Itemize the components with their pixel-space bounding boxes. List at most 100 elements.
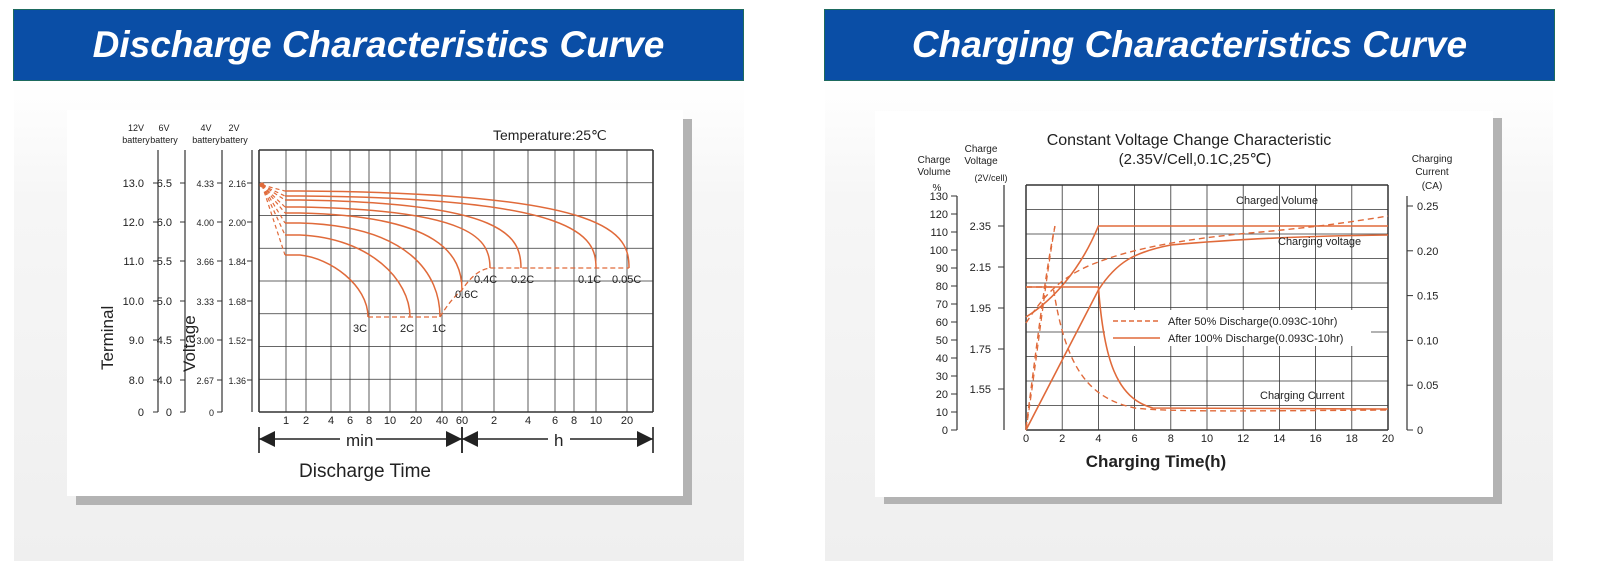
discharge-voltage-tick-label: 4.00 <box>196 218 214 228</box>
charging-volume-tick-label: 20 <box>936 389 948 401</box>
discharge-xtick-label: 4 <box>525 415 531 427</box>
discharge-curve-start-dash <box>261 184 286 201</box>
charging-volume-tick-label: 40 <box>936 353 948 365</box>
discharge-xtick-label: 2 <box>303 415 309 427</box>
discharge-curve-start-dash <box>261 184 286 208</box>
discharge-xtick-label: 20 <box>410 415 422 427</box>
charging-current-tick-label: 0 <box>1417 425 1423 437</box>
discharge-span-arrowhead <box>637 431 653 447</box>
discharge-voltage-tick-label: 10.0 <box>123 296 144 308</box>
discharge-curve-start-dash <box>261 184 286 197</box>
discharge-voltage-tick-label: 0 <box>209 408 214 418</box>
charging-current-tick-label: 0.25 <box>1417 201 1438 213</box>
charging-xtick-label: 2 <box>1059 433 1065 445</box>
charging-volume-tick-label: 120 <box>930 209 948 221</box>
ylabel-terminal: Terminal <box>98 306 117 370</box>
discharge-xtick-label: 4 <box>328 415 334 427</box>
label-charged-volume: Charged Volume <box>1236 195 1318 207</box>
discharge-voltage-tick-label: 6.0 <box>157 217 172 229</box>
discharge-axis-header: 6V <box>158 123 169 133</box>
charging-xtick-label: 10 <box>1201 433 1213 445</box>
discharge-xtick-label: 2 <box>491 415 497 427</box>
discharge-curve-0.6C <box>285 212 463 291</box>
charging-xtick-label: 12 <box>1237 433 1249 445</box>
discharge-voltage-tick-label: 2.16 <box>228 179 246 189</box>
charging-current-solid <box>1026 286 1389 410</box>
discharge-x-axis: 1 2 4 6 8 10 20 40 60 2 4 6 8 10 20 <box>258 415 654 453</box>
charging-voltage-solid <box>1025 225 1388 318</box>
charging-volume-tick-label: 80 <box>936 281 948 293</box>
charged-volume-dashed <box>1025 215 1389 324</box>
charging-xlabel: Charging Time(h) <box>1086 452 1226 471</box>
discharge-xtick-label: 40 <box>436 415 448 427</box>
charging-volume-tick-label: 10 <box>936 407 948 419</box>
discharge-span-arrowhead <box>446 431 462 447</box>
cur-axis-title-2: Current <box>1415 167 1449 178</box>
discharge-voltage-tick-label: 12.0 <box>123 217 144 229</box>
charging-xtick-label: 14 <box>1273 433 1285 445</box>
discharge-voltage-tick-label: 5.5 <box>157 256 172 268</box>
charging-banner-title: Charging Characteristics Curve <box>824 9 1555 81</box>
charging-voltage-tick-label: 1.75 <box>970 344 991 356</box>
min-label: min <box>346 431 373 450</box>
ylabel-voltage: Voltage <box>180 315 199 372</box>
charged-volume-dashed-rise <box>1025 225 1056 431</box>
volt-axis-title-1: Charge <box>965 144 998 155</box>
discharge-xtick-label: 60 <box>456 415 468 427</box>
curve-label-3c: 3C <box>353 323 367 335</box>
charging-volume-tick-label: 70 <box>936 299 948 311</box>
discharge-voltage-tick-label: 2.67 <box>196 376 214 386</box>
charging-current-tick-label: 0.10 <box>1417 335 1438 347</box>
label-charging-current: Charging Current <box>1260 390 1344 402</box>
discharge-curve-start-dash <box>261 184 286 214</box>
charging-xtick-label: 6 <box>1132 433 1138 445</box>
charging-current-tick-label: 0.15 <box>1417 291 1438 303</box>
cur-axis-title-1: Charging <box>1412 154 1453 165</box>
charging-volume-tick-label: 100 <box>930 245 948 257</box>
discharge-xtick-label: 10 <box>590 415 602 427</box>
discharge-min-label-bg <box>340 428 376 450</box>
charging-current-tick-label: 0.05 <box>1417 380 1438 392</box>
discharge-voltage-tick-label: 11.0 <box>123 256 144 268</box>
discharge-voltage-tick-label: 13.0 <box>123 178 144 190</box>
charging-volume-tick-label: 90 <box>936 263 948 275</box>
discharge-xtick-label: 6 <box>552 415 558 427</box>
discharge-endvoltage-dash-high <box>439 267 629 318</box>
discharge-curve-0.05C <box>285 190 630 269</box>
discharge-voltage-tick-label: 1.36 <box>228 376 246 386</box>
charging-axes: 13012011010090807060504030201002.352.151… <box>930 185 1438 445</box>
charging-current-tick-label: 0.20 <box>1417 246 1438 258</box>
volt-axis-title-2: Voltage <box>964 156 998 167</box>
discharge-curve-0.4C <box>285 206 491 269</box>
discharge-voltage-tick-label: 0 <box>138 407 144 419</box>
charging-xtick-label: 8 <box>1168 433 1174 445</box>
discharge-curve-0.2C <box>285 199 522 269</box>
discharge-voltage-tick-label: 3.66 <box>196 257 214 267</box>
charging-xtick-label: 0 <box>1023 433 1029 445</box>
discharge-axis-header: battery <box>192 135 220 145</box>
charging-voltage-tick-label: 2.15 <box>970 262 991 274</box>
charging-volume-tick-label: 60 <box>936 317 948 329</box>
discharge-xlabel: Discharge Time <box>299 461 431 482</box>
discharge-h-label-bg <box>548 428 570 450</box>
discharge-curve-start-dash <box>261 184 286 192</box>
charged-volume-solid <box>1025 234 1389 431</box>
discharge-axis-header: 2V <box>228 123 239 133</box>
discharge-xtick-label: 10 <box>384 415 396 427</box>
discharge-grid <box>258 149 654 413</box>
vol-axis-title-1: Charge <box>918 155 951 166</box>
discharge-curve-start-dash <box>261 184 286 224</box>
charging-volume-tick-label: 0 <box>942 425 948 437</box>
discharge-curves <box>259 182 630 318</box>
volt-axis-title-3: (2V/cell) <box>974 173 1007 183</box>
discharge-axis-header: battery <box>122 135 150 145</box>
discharge-curve-start-dash <box>261 184 286 256</box>
discharge-voltage-tick-label: 4.5 <box>157 335 172 347</box>
discharge-xtick-label: 8 <box>366 415 372 427</box>
discharge-axis-header: 4V <box>200 123 211 133</box>
discharge-voltage-tick-label: 8.0 <box>129 375 144 387</box>
discharge-axis-header: battery <box>220 135 248 145</box>
discharge-voltage-tick-label: 3.00 <box>196 336 214 346</box>
label-charging-voltage: Charging voltage <box>1278 236 1361 248</box>
curve-label-0.2c: 0.2C <box>511 274 534 286</box>
